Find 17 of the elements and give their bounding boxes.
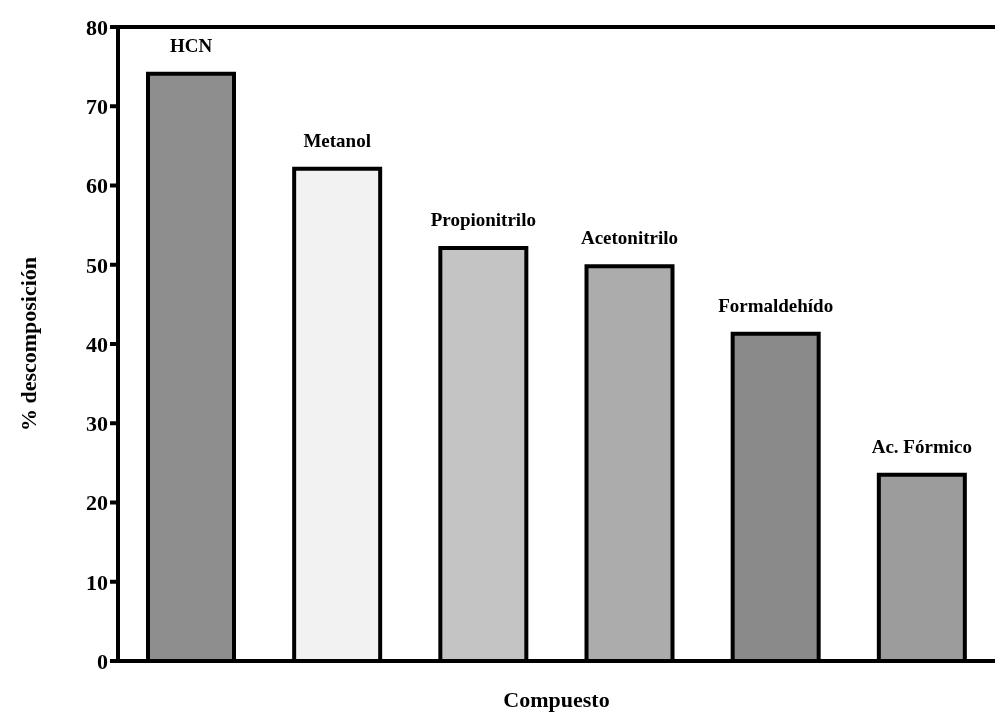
y-tick-label: 10: [86, 569, 108, 595]
x-tick-label: Acetonitrilo: [580, 227, 679, 249]
x-tick-label: Metanol: [303, 129, 371, 151]
y-tick-label: 40: [86, 331, 108, 357]
y-tick-label: 60: [86, 173, 108, 199]
x-tick-label: Propionitrilo: [430, 209, 536, 231]
y-tick-label: 80: [86, 14, 108, 40]
y-tick-label: 50: [86, 252, 108, 278]
y-tick-label: 70: [86, 94, 108, 120]
y-tick-label: 20: [86, 490, 108, 516]
x-tick-label: Formaldehído: [718, 294, 834, 316]
x-tick-label: Ac. Fórmico: [871, 435, 972, 457]
x-axis-title: Compuesto: [503, 687, 610, 712]
y-tick-label: 0: [97, 648, 108, 674]
y-tick-label: 30: [86, 411, 108, 437]
x-tick-label: HCN: [169, 34, 213, 56]
y-axis-title: % descomposición: [15, 256, 41, 432]
